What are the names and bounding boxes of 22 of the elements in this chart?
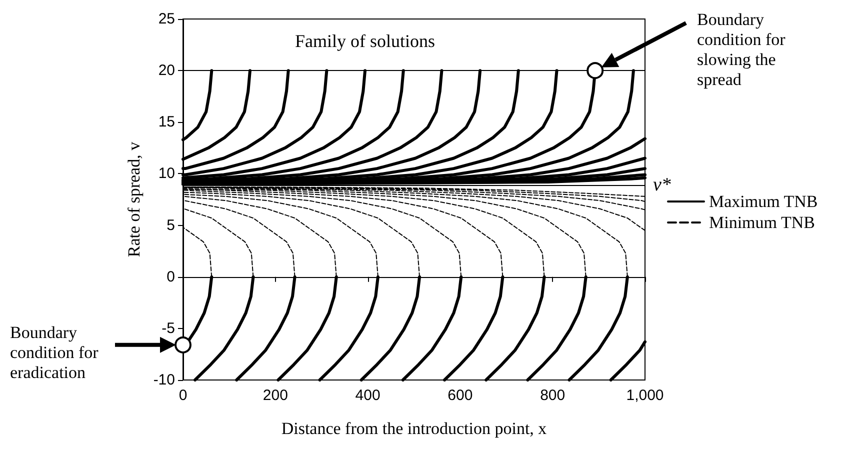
text: Boundary condition for eradication [10,322,100,383]
x-tick-label: 800 [540,387,566,404]
x-tick-label: 200 [262,387,288,404]
y-tick-label: 25 [158,10,175,28]
y-tick-label: 15 [158,114,175,131]
x-tick-label: 600 [448,387,473,404]
y-tick-label: -10 [153,372,175,388]
y-tick-label: 10 [158,165,175,182]
x-tick-label: 400 [355,387,380,404]
y-tick-label: 0 [166,268,175,286]
text: Family of solutions [295,31,436,51]
y-tick-label: 20 [158,62,175,80]
y-axis-title: Rate of spread, v [124,141,144,258]
y-tick-label: -5 [162,320,175,337]
text: Boundary condition for slowing the spread [697,10,786,90]
legend-label: Minimum TNB [709,213,815,232]
ref-line-label: v* [653,174,672,196]
y-tick-label: 5 [166,216,175,234]
x-axis-title: Distance from the introduction point, x [281,419,548,438]
x-tick-label: 0 [178,387,188,404]
legend-label: Maximum TNB [709,192,818,211]
x-tick-label: 1,000 [626,387,664,404]
